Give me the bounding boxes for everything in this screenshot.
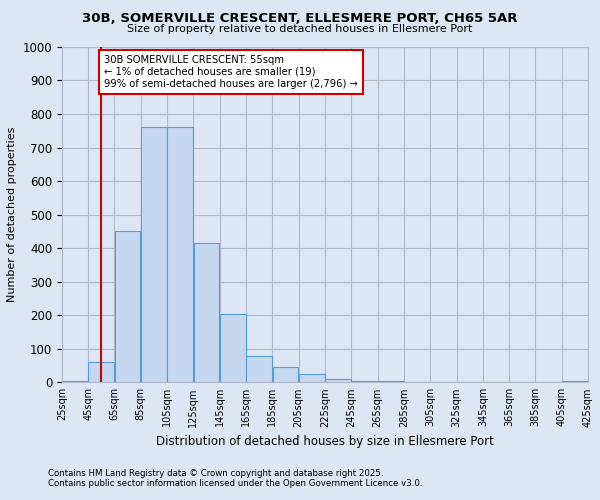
Bar — [325, 379, 351, 382]
Bar — [220, 314, 245, 382]
Text: Size of property relative to detached houses in Ellesmere Port: Size of property relative to detached ho… — [127, 24, 473, 34]
X-axis label: Distribution of detached houses by size in Ellesmere Port: Distribution of detached houses by size … — [156, 435, 494, 448]
Bar — [194, 243, 220, 382]
Text: Contains public sector information licensed under the Open Government Licence v3: Contains public sector information licen… — [48, 478, 422, 488]
Text: 30B SOMERVILLE CRESCENT: 55sqm
← 1% of detached houses are smaller (19)
99% of s: 30B SOMERVILLE CRESCENT: 55sqm ← 1% of d… — [104, 56, 358, 88]
Bar — [167, 128, 193, 382]
Text: Contains HM Land Registry data © Crown copyright and database right 2025.: Contains HM Land Registry data © Crown c… — [48, 468, 383, 477]
Bar — [88, 362, 114, 382]
Bar — [562, 380, 588, 382]
Bar — [62, 380, 88, 382]
Bar — [352, 380, 377, 382]
Bar — [115, 232, 140, 382]
Bar — [247, 356, 272, 382]
Bar — [378, 380, 404, 382]
Bar — [272, 368, 298, 382]
Bar — [141, 128, 167, 382]
Text: 30B, SOMERVILLE CRESCENT, ELLESMERE PORT, CH65 5AR: 30B, SOMERVILLE CRESCENT, ELLESMERE PORT… — [82, 12, 518, 26]
Y-axis label: Number of detached properties: Number of detached properties — [7, 127, 17, 302]
Bar — [299, 374, 325, 382]
